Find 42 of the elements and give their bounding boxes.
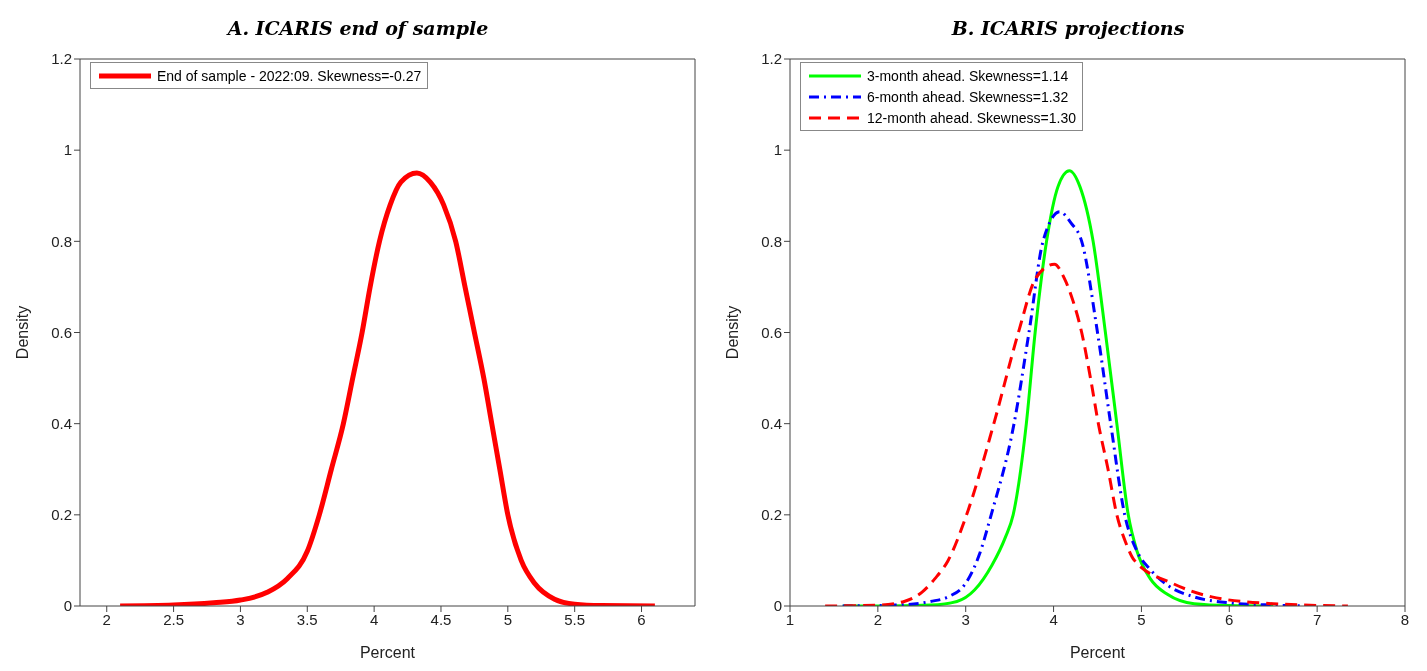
y-tick-label: 0.6 xyxy=(761,323,782,341)
y-tick-label: 0.2 xyxy=(761,506,782,524)
y-tick-label: 0.8 xyxy=(761,232,782,250)
y-tick-label: 1 xyxy=(63,141,72,159)
y-tick-label: 1.2 xyxy=(51,50,72,68)
legend-label: 6-month ahead. Skewness=1.32 xyxy=(867,88,1069,105)
x-tick-label: 2 xyxy=(102,610,111,628)
legend-label: 12-month ahead. Skewness=1.30 xyxy=(867,109,1076,126)
y-axis-title: Density xyxy=(13,305,31,360)
x-tick-label: 3.5 xyxy=(296,610,318,628)
x-tick-label: 5.5 xyxy=(564,610,586,628)
x-tick-label: 5 xyxy=(1137,610,1146,628)
x-tick-label: 4 xyxy=(369,610,379,628)
x-tick-label: 3 xyxy=(236,610,245,628)
x-tick-label: 6 xyxy=(1225,610,1234,628)
legend-label: 3-month ahead. Skewness=1.14 xyxy=(867,67,1069,84)
x-tick-label: 4 xyxy=(1049,610,1058,628)
x-tick-label: 8 xyxy=(1400,610,1410,628)
x-tick-label: 2.5 xyxy=(163,610,185,628)
x-tick-label: 3 xyxy=(961,610,970,628)
y-tick-label: 0.4 xyxy=(761,414,782,432)
x-tick-label: 1 xyxy=(785,610,795,628)
x-tick-label: 6 xyxy=(637,610,646,628)
y-tick-label: 0.8 xyxy=(51,232,72,250)
chart-title: B. ICARIS projections xyxy=(950,16,1186,41)
x-tick-label: 7 xyxy=(1312,610,1322,628)
x-tick-label: 5 xyxy=(503,610,512,628)
y-tick-label: 0.2 xyxy=(51,506,72,524)
line-series xyxy=(823,262,1350,606)
y-tick-label: 0.4 xyxy=(51,414,72,432)
y-tick-label: 1 xyxy=(773,141,782,159)
y-tick-label: 1.2 xyxy=(761,50,782,68)
x-axis-title: Percent xyxy=(1069,644,1126,661)
y-tick-label: 0 xyxy=(63,597,72,615)
x-axis-title: Percent xyxy=(359,644,416,661)
y-tick-label: 0.6 xyxy=(51,323,72,341)
y-tick-label: 0 xyxy=(773,597,782,615)
x-tick-label: 4.5 xyxy=(430,610,452,628)
x-tick-label: 2 xyxy=(873,610,883,628)
y-axis-title: Density xyxy=(723,305,741,360)
chart-title: A. ICARIS end of sample xyxy=(225,16,490,41)
legend-label: End of sample - 2022:09. Skewness=-0.27 xyxy=(157,67,422,84)
